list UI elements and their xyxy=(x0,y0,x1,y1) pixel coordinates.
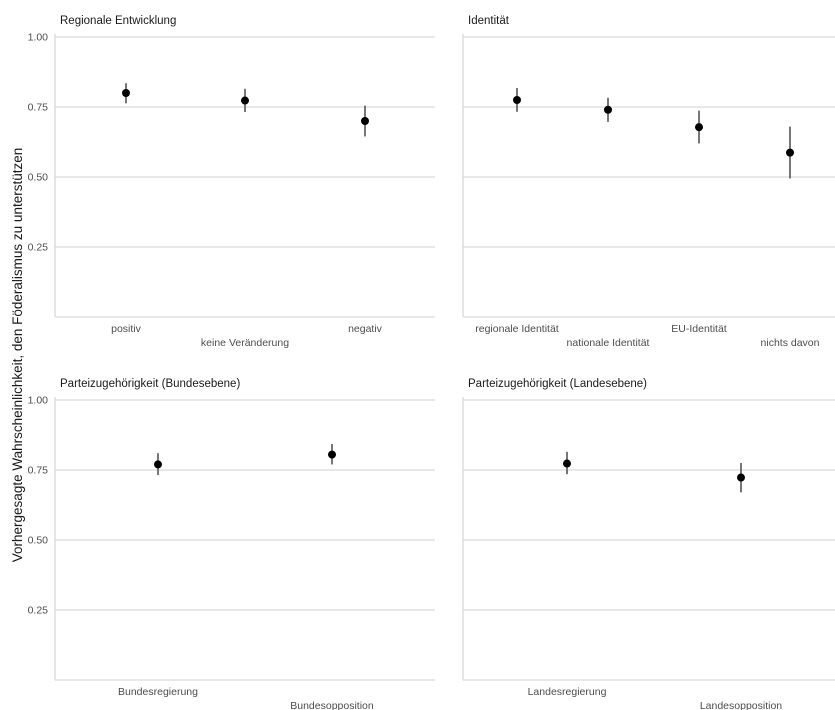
data-point xyxy=(563,459,571,468)
data-point xyxy=(328,450,336,459)
y-tick-label: 1.00 xyxy=(28,32,49,44)
data-point xyxy=(241,96,249,105)
data-point xyxy=(154,460,162,469)
panel-3: Parteizugehörigkeit (Bundesebene) 1.00 0.7… xyxy=(28,378,435,710)
y-tick-label: 0.50 xyxy=(28,172,49,184)
y-tick-label: 1.00 xyxy=(28,395,49,407)
panel-title: Parteizugehörigkeit (Bundesebene) xyxy=(60,378,240,390)
panel-1: Regionale Entwicklung 1.00 0.75 0.50 0.25 pos… xyxy=(28,15,435,349)
y-tick-label: 0.50 xyxy=(28,535,49,547)
x-tick-label: Landesopposition xyxy=(700,700,782,710)
x-tick-label: Bundesregierung xyxy=(118,686,198,698)
data-point xyxy=(513,96,521,104)
x-tick-label: keine Veränderung xyxy=(201,337,289,349)
x-tick-label: nichts davon xyxy=(761,337,820,349)
x-tick-label: Bundesopposition xyxy=(290,700,374,710)
x-tick-label: nationale Identität xyxy=(567,337,650,349)
data-point xyxy=(122,89,130,97)
panel-title: Identität xyxy=(468,15,510,27)
x-tick-label: regionale Identität xyxy=(475,323,559,335)
x-tick-label: negativ xyxy=(348,323,383,335)
data-point xyxy=(604,105,612,114)
y-tick-label: 0.25 xyxy=(28,605,49,617)
panel-title: Regionale Entwicklung xyxy=(60,15,176,27)
x-tick-label: positiv xyxy=(111,323,142,335)
panel-title: Parteizugehörigkeit (Landesebene) xyxy=(468,378,647,390)
panel-4: Parteizugehörigkeit (Landesebene) Landesr… xyxy=(462,378,835,710)
data-point xyxy=(786,148,794,157)
y-tick-label: 0.75 xyxy=(28,102,49,114)
y-axis-label: Vorhergesagte Wahrscheinlichkeit, den Fö… xyxy=(10,148,25,562)
data-point xyxy=(737,473,745,482)
x-tick-label: EU-Identität xyxy=(671,323,727,335)
x-tick-label: Landesregierung xyxy=(528,686,607,698)
data-point xyxy=(361,117,369,125)
panel-2: Identität regionale Identität nationale Id… xyxy=(462,15,835,349)
y-tick-label: 0.75 xyxy=(28,465,49,477)
y-tick-label: 0.25 xyxy=(28,242,49,254)
data-point xyxy=(695,123,703,132)
